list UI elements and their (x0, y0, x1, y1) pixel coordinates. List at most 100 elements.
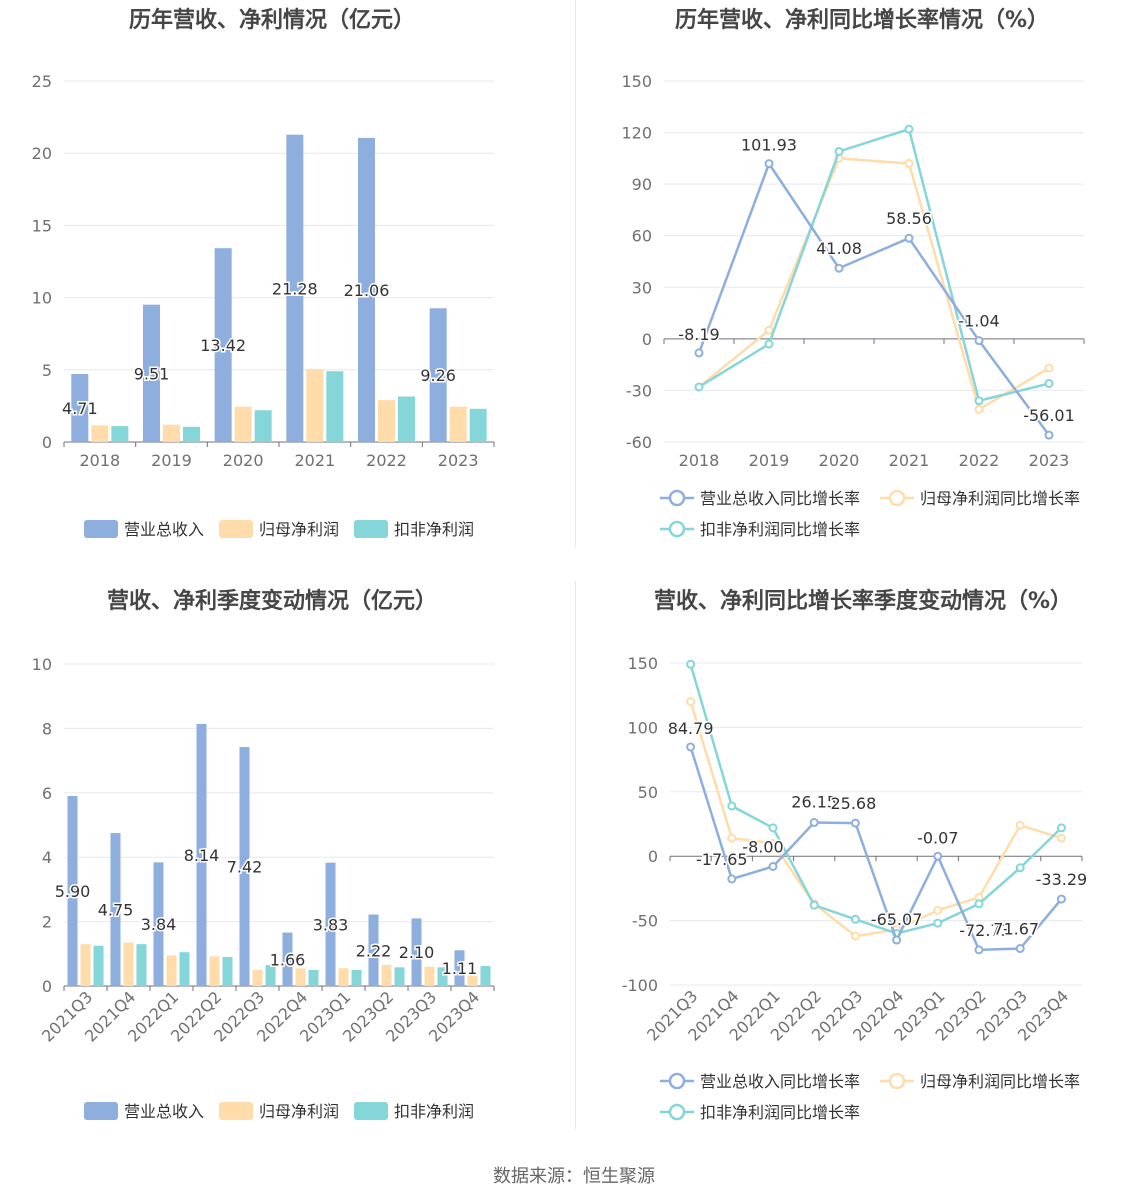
revenue-data-label: 9.51 (134, 364, 170, 383)
net-profit-growth-point (768, 838, 778, 848)
deducted-profit-bar (469, 408, 487, 442)
revenue-data-label: 4.71 (62, 399, 98, 418)
legend-deducted-profit-growth-marker (668, 520, 686, 538)
legend-deducted-profit-growth-label: 扣非净利润同比增长率 (700, 520, 860, 539)
revenue-data-label: 9.26 (420, 366, 456, 385)
x-tick-label: 2021 (294, 451, 335, 470)
y-tick-label: 30 (632, 278, 652, 297)
revenue-growth-point (850, 818, 860, 828)
legend-net-profit-label: 归母净利润 (259, 1102, 339, 1121)
y-tick-label: 10 (32, 655, 52, 674)
revenue-data-label: 21.28 (272, 279, 318, 298)
legend-deducted-profit-label: 扣非净利润 (394, 1102, 474, 1121)
quarterly-revenue-profit-chart: 营收、净利季度变动情况（亿元）02468102021Q32021Q42022Q1… (32, 588, 495, 1121)
legend-deducted-profit-swatch (354, 1102, 388, 1120)
legend-revenue-swatch (84, 1102, 118, 1120)
revenue-growth-point (768, 862, 778, 872)
deducted-profit-growth-point (933, 918, 943, 928)
revenue-growth-data-label: 84.79 (668, 719, 714, 738)
revenue-data-label: 21.06 (344, 281, 390, 300)
net-profit-bar (234, 406, 252, 442)
y-tick-label: 0 (642, 330, 652, 349)
x-tick-label: 2020 (819, 451, 860, 470)
revenue-data-label: 3.83 (313, 915, 349, 934)
legend-net-profit-swatch (219, 1102, 253, 1120)
deducted-profit-bar (351, 969, 362, 986)
deducted-profit-bar (437, 967, 448, 986)
revenue-growth-data-label: -33.29 (1036, 870, 1088, 889)
y-tick-label: -60 (626, 433, 652, 452)
net-profit-bar (306, 369, 324, 442)
deducted-profit-growth-line (698, 127, 1050, 403)
y-tick-label: 150 (627, 654, 658, 673)
quarterly-growth-rate-chart: 营收、净利同比增长率季度变动情况（%）-100-500501001502021Q… (622, 588, 1089, 1122)
net-profit-bar (381, 965, 392, 986)
revenue-growth-point (764, 159, 774, 169)
y-tick-label: 10 (32, 289, 52, 308)
revenue-growth-point (1056, 894, 1066, 904)
revenue-bar (411, 918, 422, 986)
column-divider-bottom (575, 581, 576, 1129)
revenue-growth-point (686, 742, 696, 752)
chart-title: 历年营收、净利同比增长率情况（%） (675, 7, 1049, 33)
column-divider-top (575, 0, 576, 548)
net-profit-growth-point (727, 833, 737, 843)
net-profit-growth-point (1044, 363, 1054, 373)
deducted-profit-bar (93, 945, 104, 986)
revenue-bar (153, 862, 164, 986)
revenue-data-label: 8.14 (184, 846, 220, 865)
x-tick-label: 2019 (749, 451, 790, 470)
annual-revenue-profit-panel: 历年营收、净利情况（亿元） 0 5 10 15 20 25 2018 2019 2020 2021 2… (0, 0, 574, 581)
legend-net-profit-growth-marker (888, 489, 906, 507)
revenue-growth-line (689, 746, 1063, 952)
net-profit-growth-point (850, 931, 860, 941)
legend-revenue-label: 营业总收入 (124, 1102, 204, 1121)
deducted-profit-bar (398, 396, 415, 442)
revenue-growth-data-label: -8.00 (742, 838, 783, 857)
revenue-growth-data-label: -65.07 (871, 910, 923, 929)
x-tick-label: 2018 (679, 451, 720, 470)
revenue-growth-data-label: 101.93 (741, 136, 797, 155)
net-profit-bar (252, 969, 263, 986)
deducted-profit-bar (179, 952, 190, 986)
revenue-bar (110, 833, 121, 986)
legend-net-profit-growth-label: 归母净利润同比增长率 (920, 1072, 1080, 1091)
revenue-growth-data-label: -72.73 (959, 921, 1011, 940)
deducted-profit-growth-point (834, 146, 844, 156)
y-tick-label: 6 (42, 784, 52, 803)
chart-title: 历年营收、净利情况（亿元） (129, 7, 415, 33)
data-source-note: 数据来源：恒生聚源 (493, 1166, 655, 1187)
net-profit-growth-point (904, 159, 914, 169)
revenue-growth-data-label: 71.67 (993, 920, 1039, 939)
revenue-bar (214, 248, 232, 442)
x-tick-label: 2018 (79, 451, 120, 470)
deducted-profit-bar (254, 410, 272, 442)
chart-title: 营收、净利季度变动情况（亿元） (107, 588, 437, 614)
revenue-growth-point (834, 263, 844, 273)
revenue-bar (67, 796, 78, 986)
legend-deducted-profit-growth-marker (668, 1103, 686, 1121)
revenue-growth-point (1015, 944, 1025, 954)
net-profit-bar (209, 956, 220, 986)
revenue-growth-point (974, 945, 984, 955)
annual-growth-rate-panel: 历年营收、净利同比增长率情况（%） -60 -30 0 30 60 90 120 150 2018… (574, 0, 1148, 581)
net-profit-growth-point (686, 697, 696, 707)
revenue-bar (143, 304, 160, 442)
revenue-bar (239, 747, 250, 986)
net-profit-bar (166, 955, 177, 986)
deducted-profit-growth-point (768, 823, 778, 833)
y-tick-label: 25 (32, 72, 52, 91)
deducted-profit-bar (326, 371, 344, 442)
net-profit-growth-point (1015, 820, 1025, 830)
legend-net-profit-growth-marker (888, 1072, 906, 1090)
legend-revenue-growth-marker (668, 1072, 686, 1090)
x-tick-label: 2021 (889, 451, 930, 470)
y-tick-label: 120 (621, 124, 652, 143)
deducted-profit-bar (111, 426, 129, 442)
revenue-data-label: 4.75 (98, 901, 134, 920)
legend-revenue-swatch (84, 520, 118, 538)
net-profit-bar (467, 974, 478, 986)
net-profit-bar (295, 968, 306, 986)
annual-revenue-profit-chart: 历年营收、净利情况（亿元） 0 5 10 15 20 25 2018 2019 2020 2021 2… (32, 7, 495, 539)
deducted-profit-growth-point (974, 396, 984, 406)
